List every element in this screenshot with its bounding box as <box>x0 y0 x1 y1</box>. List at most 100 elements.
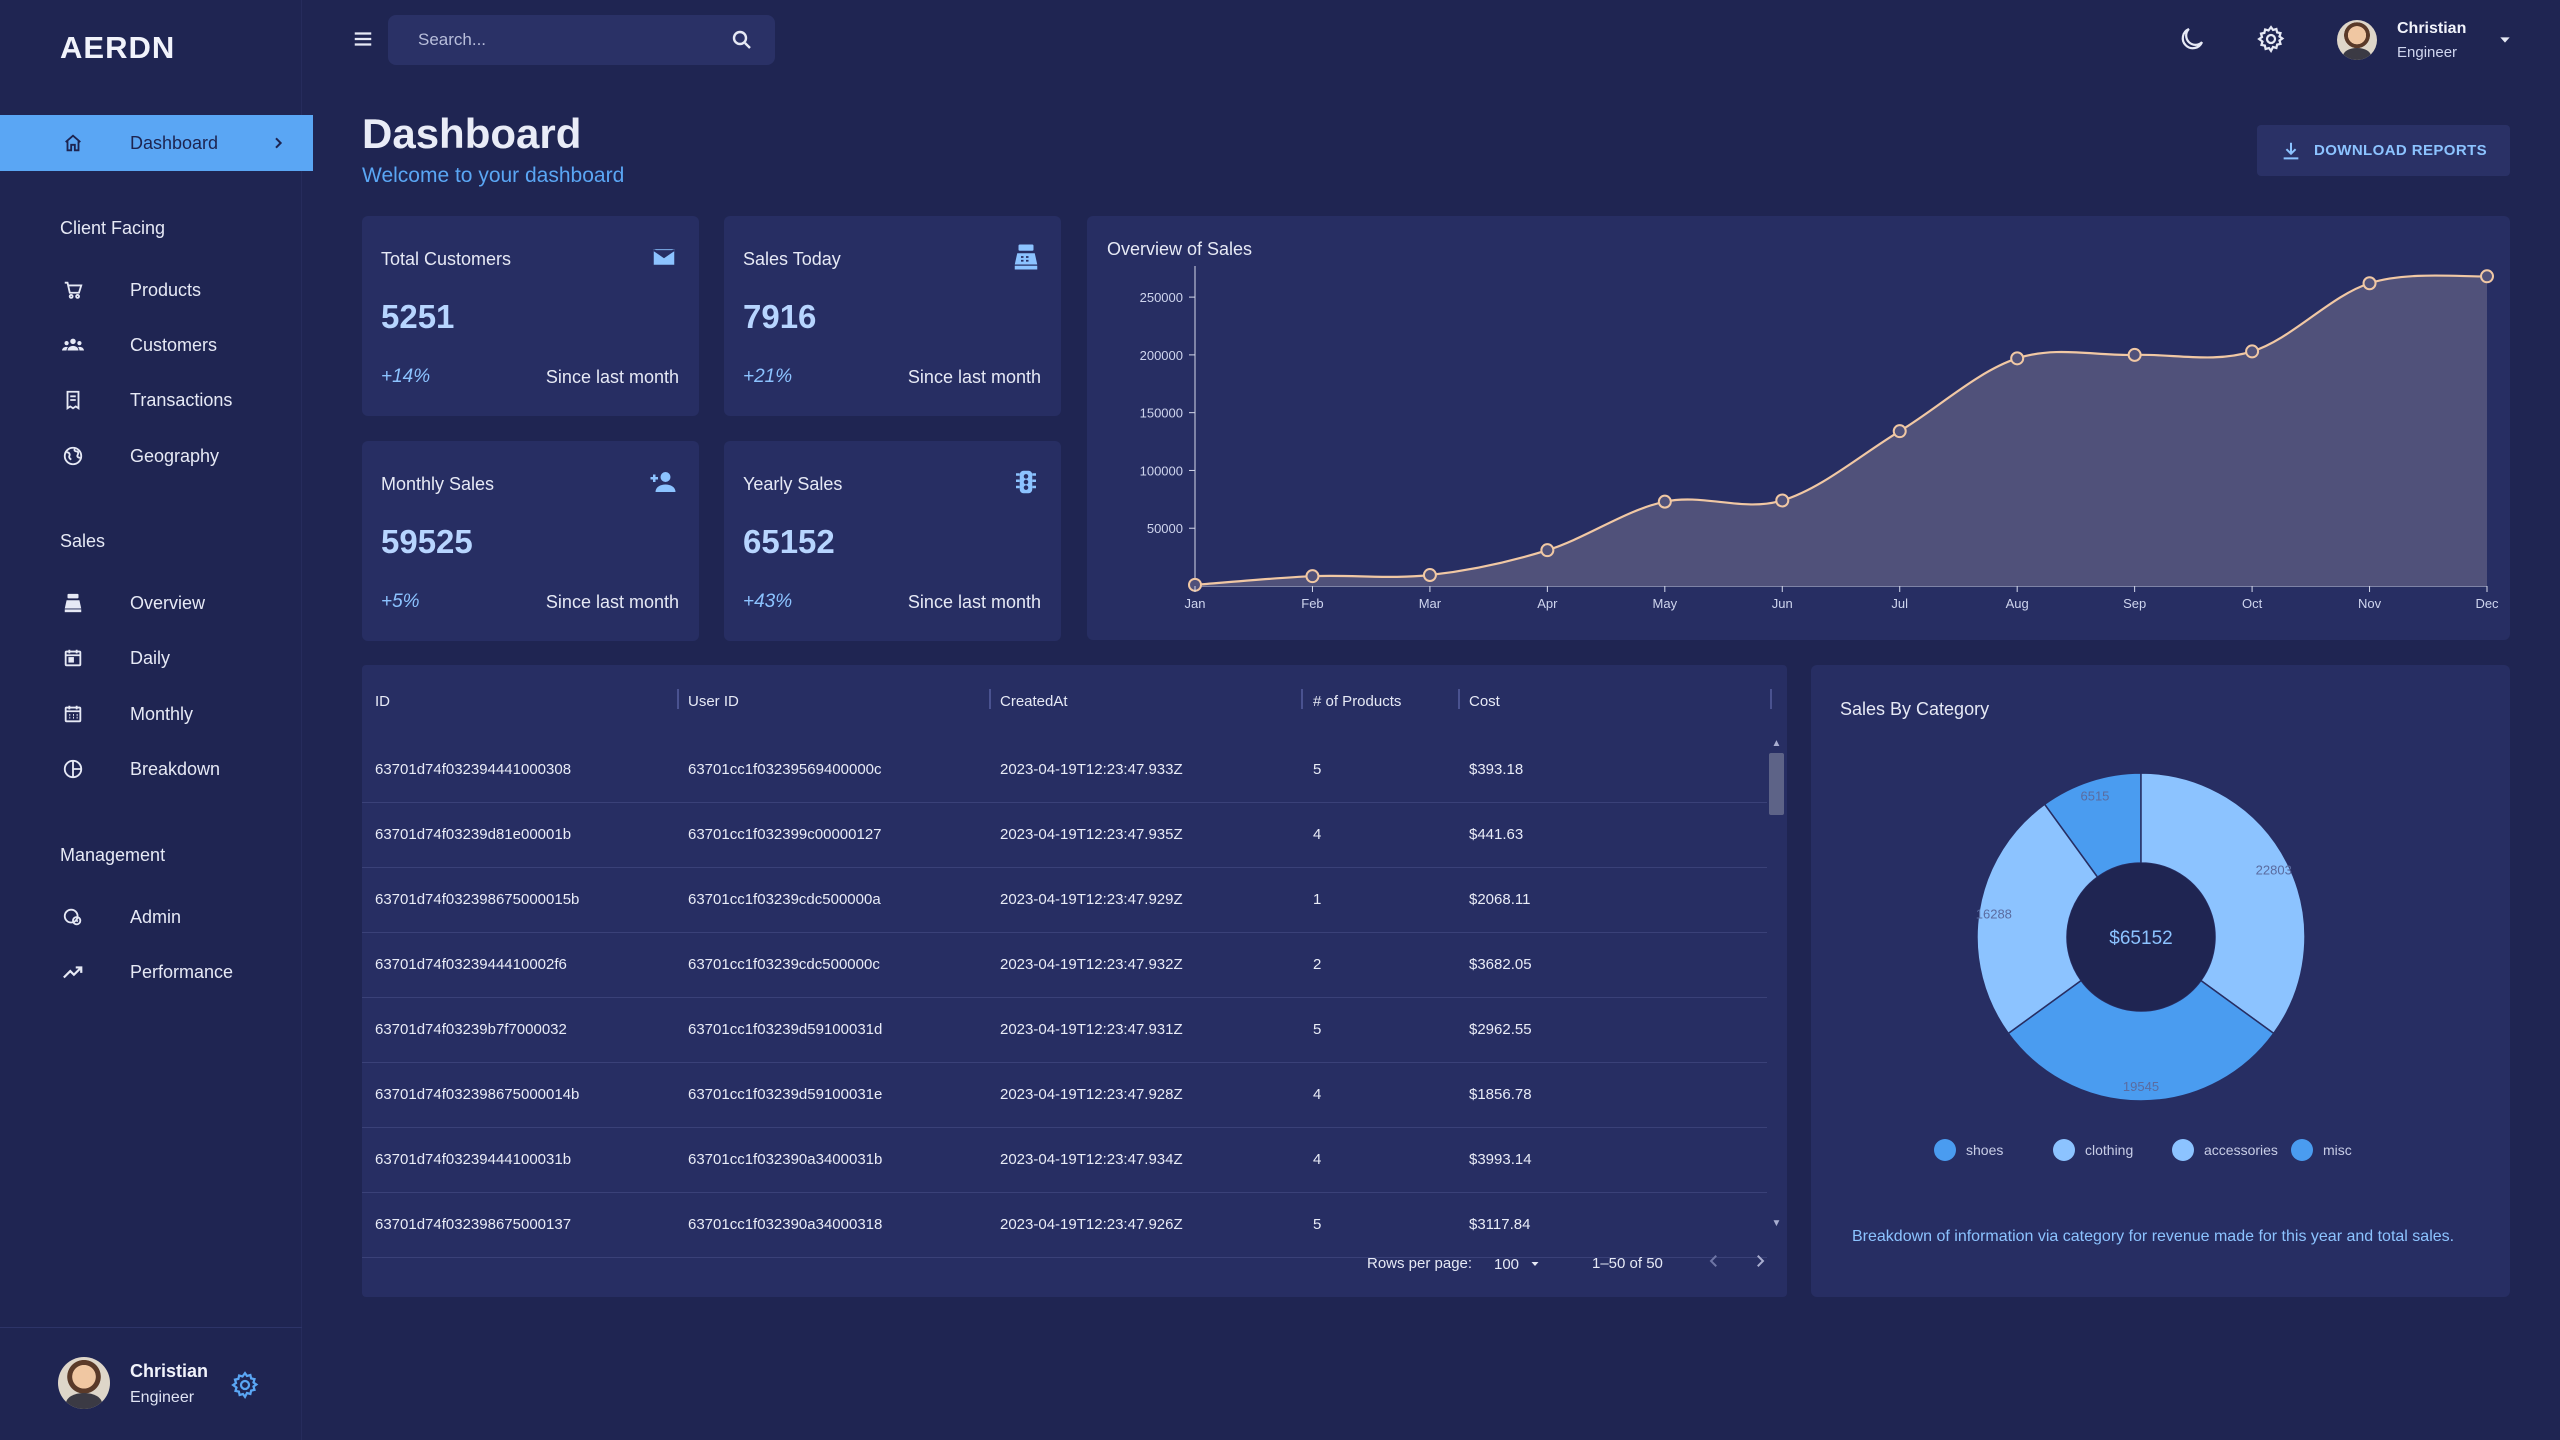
column-header-user-id[interactable]: User ID <box>688 693 739 710</box>
cell-user-id: 63701cc1f03239569400000c <box>688 761 882 778</box>
stat-period: Since last month <box>907 367 1041 387</box>
column-header-id[interactable]: ID <box>375 693 390 710</box>
stat-value: 59525 <box>381 523 473 560</box>
table-row[interactable]: 63701d74f032398675000014b 63701cc1f03239d… <box>362 1063 1767 1128</box>
chevron-left-icon[interactable] <box>1705 1252 1723 1270</box>
table-row[interactable]: 63701d74f032398675000015b 63701cc1f03239c… <box>362 868 1767 933</box>
cell-created-at: 2023-04-19T12:23:47.928Z <box>1000 1086 1183 1103</box>
sidebar-item-products[interactable]: Products <box>0 262 313 318</box>
column-header-cost[interactable]: Cost <box>1469 693 1500 710</box>
stat-title: Monthly Sales <box>381 474 495 494</box>
table-row[interactable]: 63701d74f0323944410002f6 63701cc1f03239cd… <box>362 933 1767 998</box>
cell-products: 4 <box>1313 1151 1322 1168</box>
download-reports-button[interactable]: DOWNLOAD REPORTS <box>2257 125 2510 176</box>
overview-chart-card: Overview of Sales 50000 100000 150000 20000… <box>1087 216 2510 640</box>
cell-products: 5 <box>1313 1216 1322 1233</box>
column-header-created-at[interactable]: CreatedAt <box>1000 693 1068 710</box>
cart-icon <box>60 277 86 303</box>
search-bar <box>388 15 775 65</box>
x-tick-label: Feb <box>1301 596 1323 611</box>
cell-products: 5 <box>1313 761 1322 778</box>
sidebar-footer <box>0 1327 302 1440</box>
search-icon[interactable] <box>730 28 754 52</box>
menu-icon[interactable] <box>352 28 374 50</box>
user-role: Engineer <box>2397 44 2458 61</box>
column-header-products[interactable]: # of Products <box>1313 693 1402 710</box>
app-logo[interactable]: AERDN <box>60 30 176 65</box>
sidebar-item-monthly[interactable]: Monthly <box>0 686 313 742</box>
calendar-month-icon <box>60 701 86 727</box>
stat-change: +14% <box>381 366 431 387</box>
data-point <box>1540 543 1555 558</box>
page-title: Dashboard <box>362 110 582 157</box>
scrollbar-thumb[interactable] <box>1769 753 1784 815</box>
legend-item-misc[interactable]: misc <box>2291 1139 2352 1161</box>
table-row[interactable]: 63701d74f032394441000308 63701cc1f0323956… <box>362 738 1767 803</box>
sidebar-item-breakdown[interactable]: Breakdown <box>0 741 313 797</box>
column-separator[interactable] <box>989 689 991 709</box>
chevron-right-icon[interactable] <box>1751 1252 1769 1270</box>
sidebar-item-overview[interactable]: Overview <box>0 575 313 631</box>
scroll-down-arrow[interactable]: ▼ <box>1771 1218 1782 1229</box>
cell-cost: $3117.84 <box>1469 1216 1531 1233</box>
section-title-management: Management <box>60 845 166 865</box>
sidebar-item-geography[interactable]: Geography <box>0 428 313 484</box>
search-input[interactable] <box>388 15 718 65</box>
column-separator[interactable] <box>677 689 679 709</box>
table-row[interactable]: 63701d74f03239b7f7000032 63701cc1f03239d5… <box>362 998 1767 1063</box>
avatar[interactable] <box>58 1357 110 1409</box>
cell-created-at: 2023-04-19T12:23:47.934Z <box>1000 1151 1183 1168</box>
cell-created-at: 2023-04-19T12:23:47.926Z <box>1000 1216 1183 1233</box>
stat-title: Total Customers <box>381 249 512 269</box>
globe-icon <box>60 443 86 469</box>
sidebar-item-admin[interactable]: Admin <box>0 889 313 945</box>
settings-gear-icon[interactable] <box>230 1370 260 1400</box>
x-tick-label: Jun <box>1772 596 1793 611</box>
user-name: Christian <box>2397 20 2467 37</box>
stat-card-yearly-sales: Yearly Sales 65152 +43% Since last month <box>724 441 1061 641</box>
caret-down-icon[interactable] <box>2497 32 2513 48</box>
sidebar-item-daily[interactable]: Daily <box>0 630 313 686</box>
column-separator[interactable] <box>1770 689 1772 709</box>
stat-period: Since last month <box>545 367 679 387</box>
transactions-table: ID User ID CreatedAt # of Products Cost … <box>362 665 1787 1297</box>
sidebar-item-transactions[interactable]: Transactions <box>0 372 313 428</box>
data-point <box>2010 351 2025 366</box>
legend-item-shoes[interactable]: shoes <box>1934 1139 2003 1161</box>
dark-mode-icon[interactable] <box>2177 24 2207 54</box>
user-avatar[interactable] <box>2337 20 2377 60</box>
legend-item-clothing[interactable]: clothing <box>2053 1139 2133 1161</box>
sidebar-item-customers[interactable]: Customers <box>0 317 313 373</box>
scroll-up-arrow[interactable]: ▲ <box>1771 738 1782 749</box>
point-of-sale-icon <box>1011 242 1041 272</box>
sidebar-item-performance[interactable]: Performance <box>0 944 313 1000</box>
table-row[interactable]: 63701d74f03239d81e00001b 63701cc1f032399c… <box>362 803 1767 868</box>
mail-icon <box>649 242 679 272</box>
sidebar-item-dashboard[interactable]: Dashboard <box>0 115 313 171</box>
data-point <box>2245 344 2260 359</box>
table-row[interactable]: 63701d74f032398675000137 63701cc1f032390a… <box>362 1193 1767 1258</box>
sidebar-item-label: Monthly <box>130 703 194 724</box>
donut-hole <box>2067 863 2215 1011</box>
column-separator[interactable] <box>1301 689 1303 709</box>
cell-user-id: 63701cc1f03239d59100031e <box>688 1086 883 1103</box>
sidebar-item-label: Breakdown <box>130 758 221 779</box>
x-tick-label: Jan <box>1185 596 1206 611</box>
legend-item-accessories[interactable]: accessories <box>2172 1139 2278 1161</box>
settings-icon[interactable] <box>2256 24 2286 54</box>
legend-swatch <box>2053 1139 2075 1161</box>
rows-per-page-value: 100 <box>1494 1255 1520 1273</box>
rows-per-page-select[interactable]: 100 <box>1494 1253 1546 1275</box>
x-tick-label: Nov <box>2358 596 2382 611</box>
legend-label: accessories <box>2204 1142 2278 1158</box>
column-separator[interactable] <box>1458 689 1460 709</box>
y-tick-label: 250000 <box>1140 290 1183 305</box>
cell-products: 4 <box>1313 1086 1322 1103</box>
sidebar-item-label: Daily <box>130 647 171 668</box>
cell-cost: $441.63 <box>1469 826 1524 843</box>
stat-card-total-customers: Total Customers 5251 +14% Since last mon… <box>362 216 699 416</box>
pie-chart-icon <box>60 756 86 782</box>
section-title-sales: Sales <box>60 531 106 551</box>
cell-cost: $1856.78 <box>1469 1086 1532 1103</box>
table-row[interactable]: 63701d74f03239444100031b 63701cc1f032390a… <box>362 1128 1767 1193</box>
